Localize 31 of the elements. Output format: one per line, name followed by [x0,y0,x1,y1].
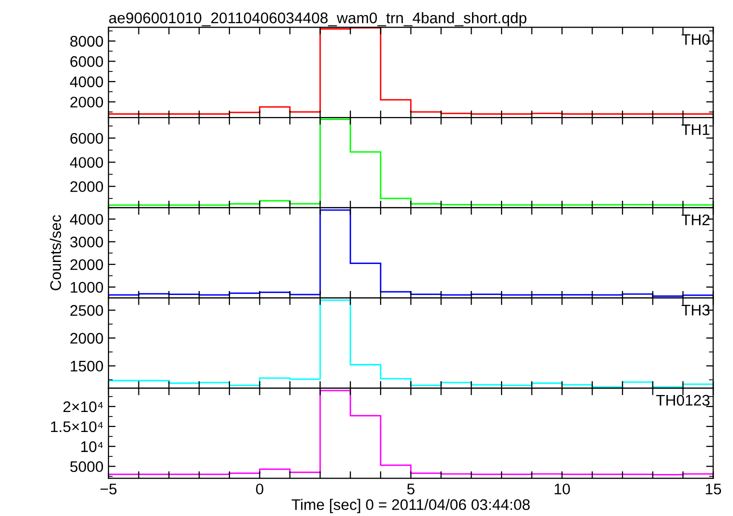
y-tick-label: 4000 [70,157,104,168]
x-tick-label: 0 [256,484,264,494]
y-tick-label: 2000 [70,181,104,192]
text: TH0 [682,34,710,45]
y-tick-label: 2×10⁴ [63,401,103,412]
y-tick-label: 2000 [70,259,104,270]
y-tick-label: 10⁴ [81,441,103,452]
y-tick-label: 6000 [70,132,104,144]
y-tick-label: 5000 [70,461,104,472]
y-tick-label: 1000 [70,282,104,293]
x-tick-label: 10 [554,484,570,494]
text: TH3 [682,304,710,316]
y-tick-label: 2000 [70,96,104,108]
y-tick-label: 4000 [70,214,104,225]
y-tick-label: 4000 [70,76,104,88]
y-axis-title: Counts/sec [50,215,62,290]
x-tick-label: 5 [407,484,414,494]
x-tick-label: 15 [706,484,722,494]
y-tick-label: 6000 [70,56,104,67]
y-tick-label: 8000 [70,36,104,47]
y-tick-label: 1500 [70,360,104,372]
x-tick-label: −5 [100,484,117,494]
y-tick-label: 2500 [70,305,104,316]
y-tick-label: 3000 [70,236,104,248]
y-tick-label: 1.5×10⁴ [51,421,103,432]
text: TH0123 [656,394,710,406]
text: TH1 [682,124,710,135]
y-tick-label: 2000 [70,332,104,344]
chart-title: ae906001010_20110406034408_wam0_trn_4band_short.qdp [109,12,526,26]
text: TH2 [682,214,710,226]
x-axis-title: Time [sec] 0 = 2011/04/06 03:44:08 [292,498,530,514]
